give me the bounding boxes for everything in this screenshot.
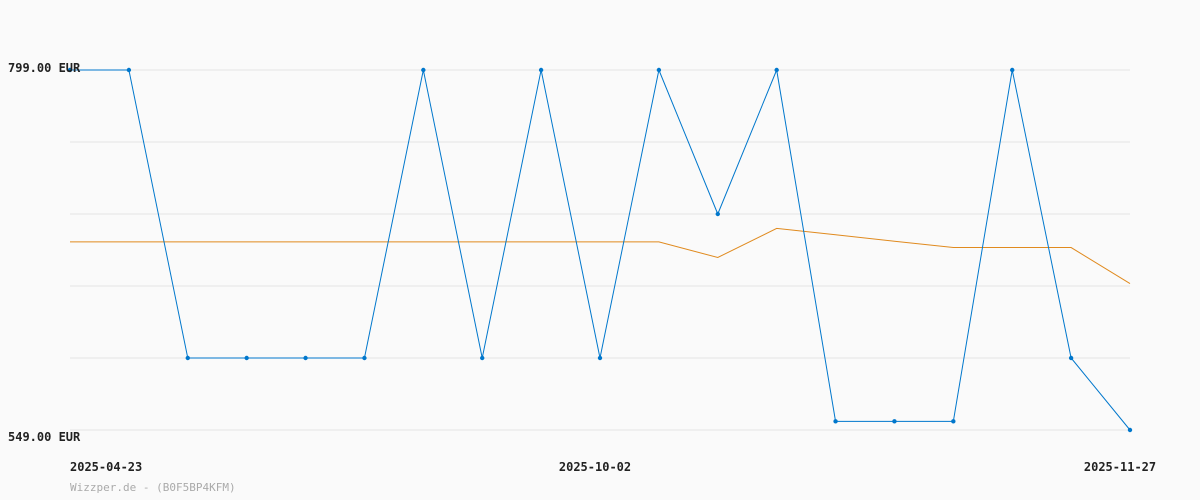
data-point <box>597 355 603 361</box>
data-point <box>774 67 779 73</box>
data-point <box>1068 355 1074 361</box>
data-point <box>833 419 838 424</box>
x-tick-label: 2025-11-27 <box>1084 460 1156 474</box>
x-tick-label: 2025-04-23 <box>70 460 142 474</box>
data-point <box>656 67 662 73</box>
data-point <box>951 419 956 424</box>
data-point <box>421 67 426 73</box>
footer-credit: Wizzper.de - (B0F5BP4KFM) <box>70 481 236 494</box>
data-point <box>67 67 73 73</box>
series-line <box>70 227 1131 284</box>
data-point <box>1127 427 1133 433</box>
data-point <box>126 67 132 73</box>
series-line <box>70 68 1131 431</box>
data-point <box>185 355 190 361</box>
data-point <box>303 355 308 361</box>
y-tick-min: 549.00 EUR <box>8 430 81 444</box>
data-point <box>244 355 249 361</box>
data-point <box>538 67 544 73</box>
data-point <box>480 355 485 361</box>
data-point <box>1010 67 1015 73</box>
data-point <box>362 355 367 361</box>
data-point <box>715 211 720 217</box>
data-point <box>892 419 897 424</box>
x-tick-label: 2025-10-02 <box>559 460 631 474</box>
y-tick-max: 799.00 EUR <box>8 61 81 75</box>
